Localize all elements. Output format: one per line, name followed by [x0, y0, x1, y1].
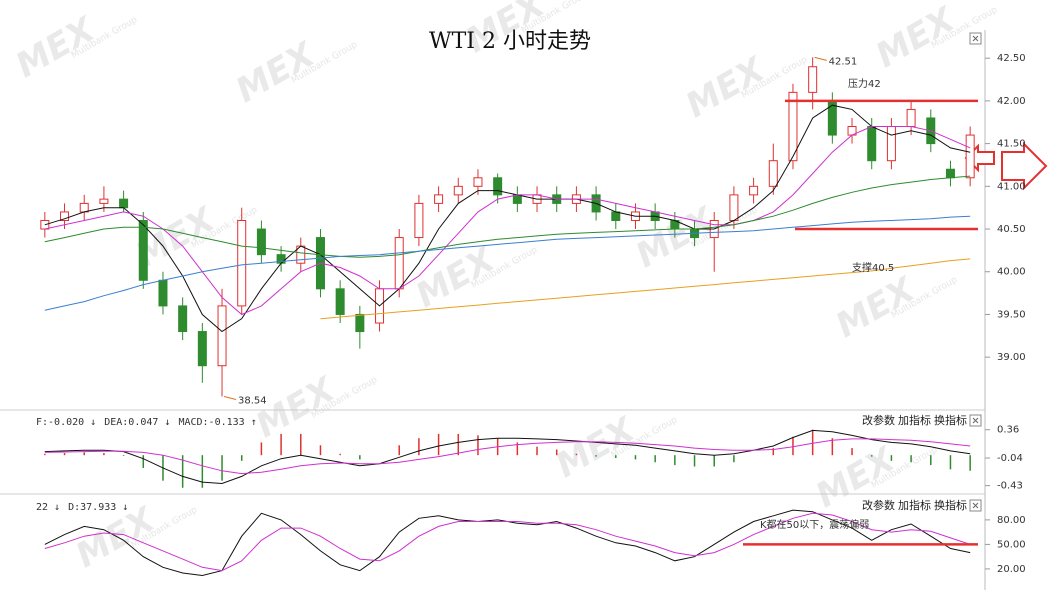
candle-body [237, 219, 247, 307]
candle-body [138, 219, 148, 281]
indicator-button[interactable]: 加指标 [898, 413, 931, 427]
line-series [44, 126, 971, 316]
candle-body [768, 160, 778, 187]
candle-body [886, 126, 896, 162]
candle-body [99, 198, 109, 204]
candle-body [749, 185, 759, 196]
candle-body [256, 228, 266, 256]
y-tick-label: 39.00 [997, 352, 1026, 363]
candle-body [197, 331, 207, 367]
indicator-value: D:37.933 ↓ [68, 502, 128, 513]
candle-body [729, 194, 739, 221]
y-tick-label: 42.00 [997, 96, 1026, 107]
candle-body [355, 313, 365, 333]
line-series [44, 429, 971, 485]
y-tick-label: 41.00 [997, 181, 1026, 192]
annotation-label: 42.51 [829, 56, 858, 67]
line-series [44, 215, 971, 311]
line-series [44, 175, 971, 258]
candle-body [414, 202, 424, 239]
y-tick-label: 39.50 [997, 309, 1026, 320]
candle-body [808, 66, 818, 93]
y-tick-label: 50.00 [997, 539, 1026, 550]
indicator-button[interactable]: 加指标 [898, 498, 931, 512]
candle-body [217, 305, 227, 367]
annotation-label: 38.54 [238, 395, 267, 406]
level-label: K都在50以下，震荡偏弱 [760, 518, 869, 531]
candle-body [945, 168, 955, 179]
candle-body [178, 305, 188, 333]
line-series [44, 512, 971, 572]
close-icon [972, 502, 979, 509]
indicator-value: F:-0.020 ↓ [36, 417, 96, 428]
line-series [44, 104, 971, 333]
candle-body [493, 177, 503, 196]
candle-body [453, 185, 463, 196]
y-tick-label: 40.00 [997, 267, 1026, 278]
indicator-value: 22 ↓ [36, 502, 60, 513]
level-label: 压力42 [848, 77, 881, 90]
chart-title: WTI 2 小时走势 [429, 29, 591, 54]
y-tick-label: 41.50 [997, 139, 1026, 150]
y-tick-label: 80.00 [997, 515, 1026, 526]
candle-body [867, 126, 877, 162]
annotation-arrow [814, 56, 827, 61]
candle-body [335, 288, 345, 315]
candle-body [79, 202, 89, 213]
arrow-icon [1001, 141, 1048, 191]
indicator-button[interactable]: 换指标 [934, 498, 967, 512]
candle-body [965, 134, 975, 179]
indicator-button[interactable]: 换指标 [934, 413, 967, 427]
y-tick-label: 40.50 [997, 224, 1026, 235]
line-series [44, 438, 971, 475]
candle-body [60, 211, 70, 221]
candle-body [394, 237, 404, 290]
y-tick-label: 42.50 [997, 53, 1026, 64]
candle-body [434, 194, 444, 204]
close-icon [972, 35, 979, 42]
candle-body [158, 279, 168, 307]
candle-body [611, 211, 621, 221]
y-tick-label: -0.04 [997, 453, 1023, 464]
y-tick-label: -0.43 [997, 481, 1023, 492]
candle-body [906, 108, 916, 128]
indicator-button[interactable]: 改参数 [862, 498, 895, 512]
candle-body [119, 198, 129, 209]
indicator-value: MACD:-0.133 ↑ [178, 417, 256, 428]
line-series [320, 258, 971, 320]
annotation-arrow [223, 395, 237, 400]
indicator-button[interactable]: 改参数 [862, 413, 895, 427]
level-label: 支撑40.5 [852, 261, 894, 274]
y-tick-label: 20.00 [997, 564, 1026, 575]
candle-body [473, 177, 483, 187]
close-icon [972, 417, 979, 424]
candle-body [512, 194, 522, 204]
y-tick-label: 0.36 [997, 425, 1019, 436]
indicator-value: DEA:0.047 ↓ [104, 417, 170, 428]
candle-body [788, 91, 798, 162]
